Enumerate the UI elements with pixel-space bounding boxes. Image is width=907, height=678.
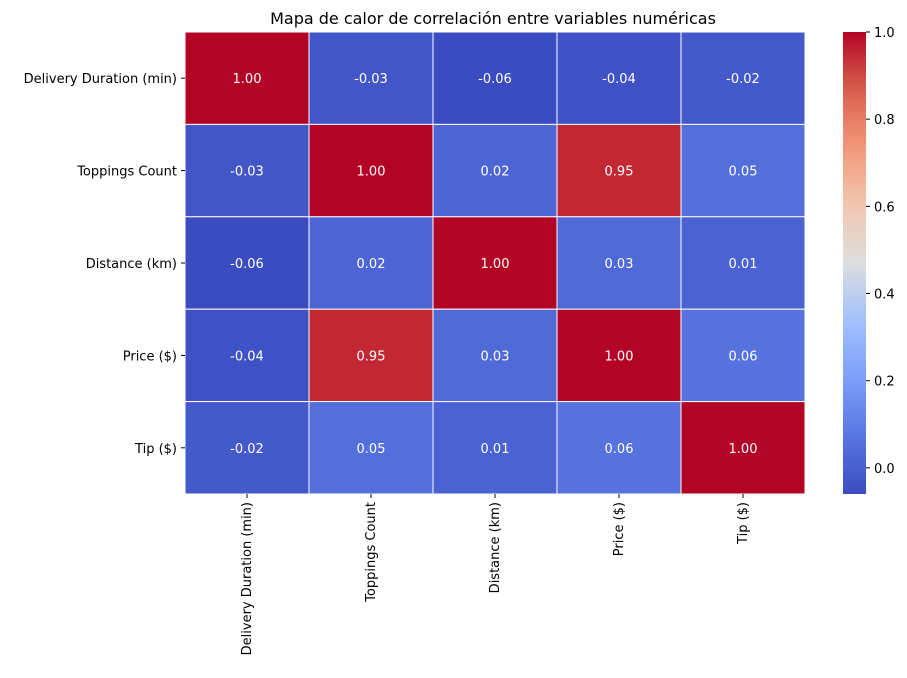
cell-value-label: 0.95 <box>357 349 386 364</box>
heatmap-cell <box>308 216 434 310</box>
y-tick-label: Delivery Duration (min) <box>24 72 177 87</box>
heatmap-cell <box>680 123 806 218</box>
y-tick-label: Tip ($) <box>134 442 177 457</box>
cell-value-label: 0.06 <box>605 442 634 457</box>
colorbar-tick-label: 0.8 <box>874 113 895 128</box>
cell-value-label: -0.04 <box>230 349 264 364</box>
cell-value-label: -0.06 <box>230 257 264 272</box>
cell-value-label: -0.06 <box>478 72 512 87</box>
heatmap-cells <box>184 31 806 495</box>
x-tick-label: Delivery Duration (min) <box>240 502 255 655</box>
cell-value-label: -0.02 <box>230 442 264 457</box>
heatmap-cell <box>556 31 682 125</box>
heatmap-cell <box>432 216 558 310</box>
heatmap-cell <box>308 308 434 403</box>
y-axis: Delivery Duration (min) Toppings Count Dis… <box>24 72 185 457</box>
heatmap-cell <box>556 308 682 403</box>
heatmap-cell <box>308 31 434 125</box>
cell-value-label: 0.03 <box>481 349 510 364</box>
heatmap-cell <box>308 401 434 495</box>
x-tick-label: Price ($) <box>612 502 627 556</box>
cell-value-label: 1.00 <box>481 257 510 272</box>
heatmap-cell <box>680 216 806 310</box>
chart-title: Mapa de calor de correlación entre varia… <box>270 9 716 28</box>
heatmap-cell <box>432 31 558 125</box>
y-tick-label: Toppings Count <box>76 165 177 180</box>
y-tick-label: Price ($) <box>123 349 177 364</box>
colorbar-tick-label: 0.4 <box>874 288 895 303</box>
cell-value-label: 1.00 <box>357 165 386 180</box>
heatmap-cell <box>432 401 558 495</box>
x-tick-label: Tip ($) <box>736 502 751 545</box>
cell-value-label: -0.02 <box>726 72 760 87</box>
y-tick-label: Distance (km) <box>86 257 177 272</box>
cell-value-label: 1.00 <box>729 442 758 457</box>
x-tick-label: Toppings Count <box>364 502 379 603</box>
colorbar-tick-label: 0.0 <box>874 462 895 477</box>
heatmap-cell-labels: 1.00 -0.03 -0.06 -0.04 -0.02 -0.03 1.00 0.02 0.9… <box>230 72 760 457</box>
x-tick-label: Distance (km) <box>488 502 503 593</box>
cell-value-label: 0.95 <box>605 165 634 180</box>
cell-value-label: -0.03 <box>354 72 388 87</box>
heatmap-cell <box>556 216 682 310</box>
colorbar-tick-label: 0.6 <box>874 200 895 215</box>
heatmap-cell <box>680 31 806 125</box>
cell-value-label: 0.03 <box>605 257 634 272</box>
heatmap-cell <box>184 123 310 218</box>
heatmap-cell <box>184 31 310 125</box>
heatmap-cell <box>680 401 806 495</box>
colorbar-tick-label: 0.2 <box>874 375 895 390</box>
cell-value-label: 0.06 <box>729 349 758 364</box>
heatmap-cell <box>432 123 558 218</box>
cell-value-label: 0.05 <box>357 442 386 457</box>
colorbar-gradient <box>843 32 866 494</box>
cell-value-label: 0.05 <box>729 165 758 180</box>
cell-value-label: 0.02 <box>357 257 386 272</box>
cell-value-label: 0.02 <box>481 165 510 180</box>
colorbar: 0.0 0.2 0.4 0.6 0.8 1.0 <box>843 26 895 494</box>
cell-value-label: 0.01 <box>481 442 510 457</box>
heatmap-cell <box>432 308 558 403</box>
cell-value-label: -0.03 <box>230 165 264 180</box>
cell-value-label: 1.00 <box>605 349 634 364</box>
cell-value-label: 1.00 <box>233 72 262 87</box>
cell-value-label: 0.01 <box>729 257 758 272</box>
heatmap-cell <box>184 401 310 495</box>
colorbar-tick-label: 1.0 <box>874 26 895 41</box>
heatmap-cell <box>680 308 806 403</box>
x-axis: Delivery Duration (min) Toppings Count Dis… <box>240 494 751 655</box>
cell-value-label: -0.04 <box>602 72 636 87</box>
